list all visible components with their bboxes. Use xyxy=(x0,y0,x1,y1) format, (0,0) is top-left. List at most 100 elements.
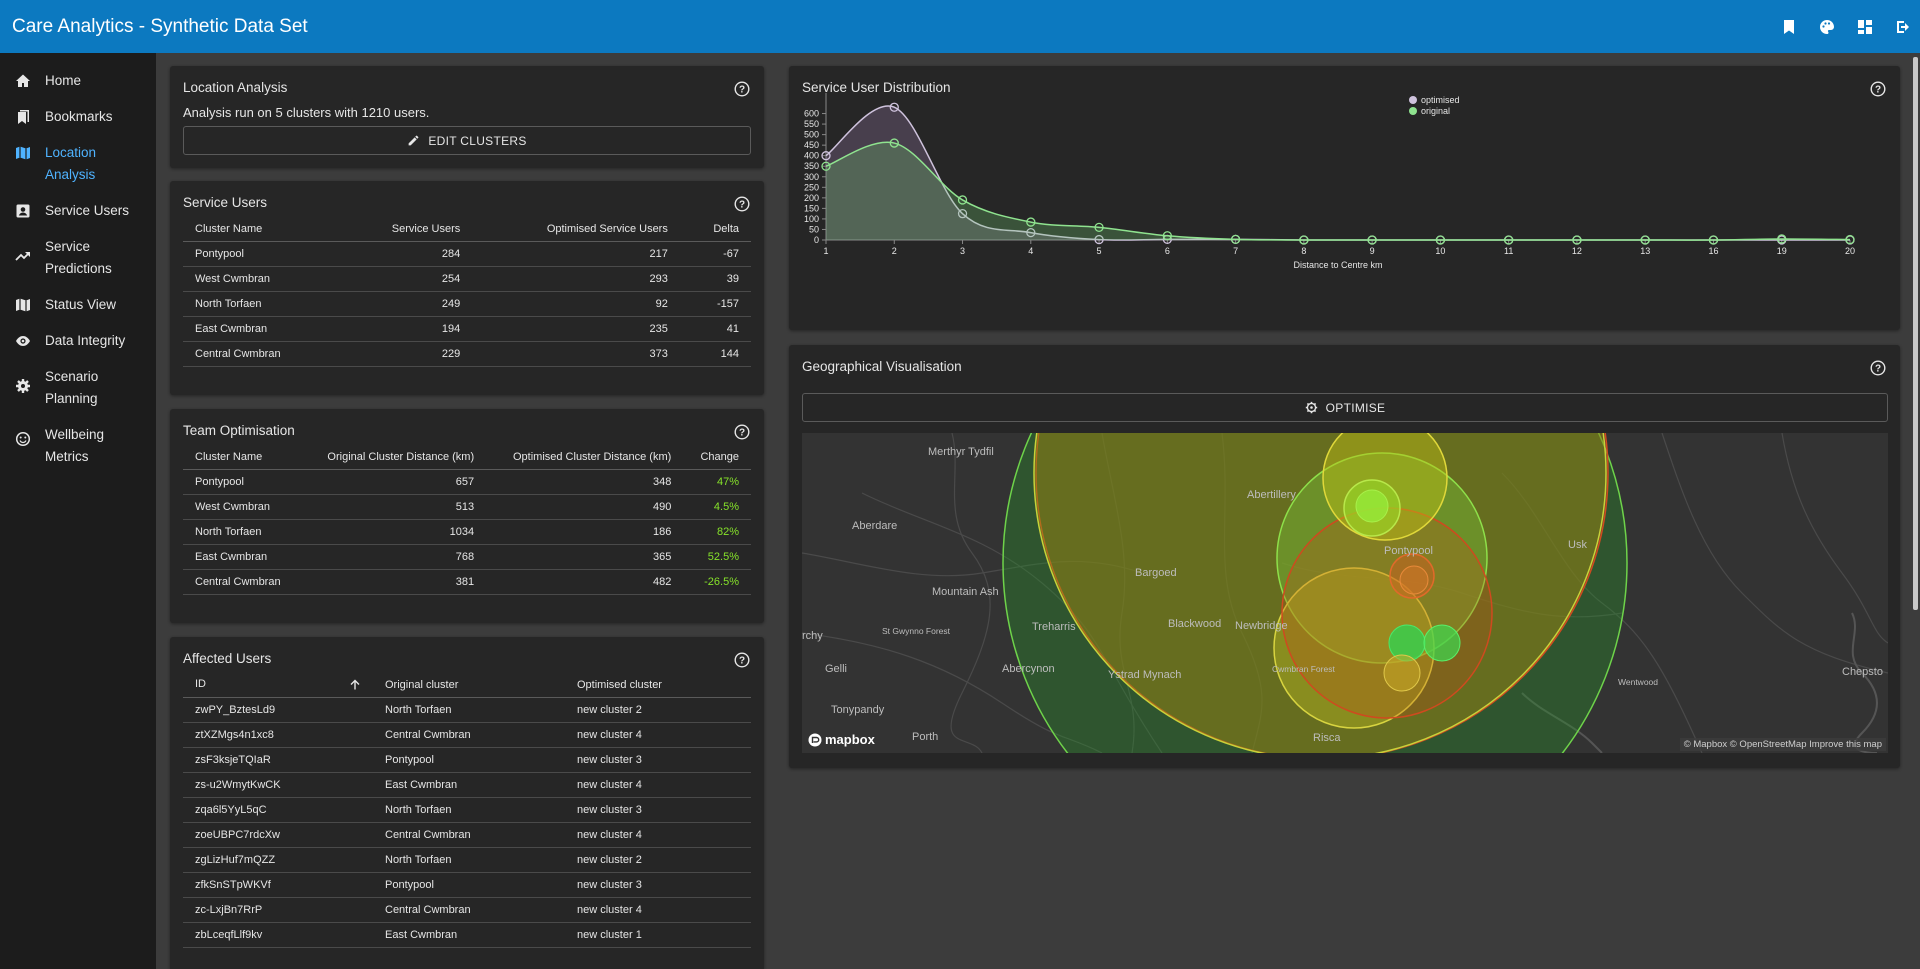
y-tick-label: 600 xyxy=(804,109,819,119)
arrow-up-icon[interactable] xyxy=(349,679,361,691)
column-header[interactable]: Optimised cluster xyxy=(565,673,751,698)
smiley-icon xyxy=(14,430,32,448)
cell: zoeUBPC7rdcXw xyxy=(183,822,373,848)
help-icon[interactable]: ? xyxy=(734,196,750,212)
analysis-summary: Analysis run on 5 clusters with 1210 use… xyxy=(183,105,430,120)
mapbox-logo[interactable]: mapbox xyxy=(808,732,875,747)
cell: 1034 xyxy=(301,519,487,545)
data-point-optimised xyxy=(957,209,968,219)
help-icon[interactable]: ? xyxy=(1870,360,1886,376)
column-header[interactable]: Cluster Name xyxy=(183,445,302,470)
sidebar-item-home[interactable]: Home xyxy=(0,63,156,99)
table-row: Pontypool 657 348 47% xyxy=(183,469,751,495)
sidebar-item-label: Data Integrity xyxy=(45,333,126,348)
sidebar-item-label: Home xyxy=(45,73,82,88)
column-header[interactable]: Optimised Service Users xyxy=(472,217,680,242)
card-title: Geographical Visualisation xyxy=(802,359,962,374)
cell: -157 xyxy=(679,291,751,317)
map[interactable]: Merthyr Tydfil Abertillery Aberdare Pont… xyxy=(802,433,1888,753)
help-icon[interactable]: ? xyxy=(734,81,750,97)
y-tick-label: 300 xyxy=(804,172,819,182)
sidebar-item-service-users[interactable]: Service Users xyxy=(0,193,156,229)
column-header[interactable]: Cluster Name xyxy=(183,217,340,242)
contact-icon xyxy=(14,202,32,220)
page-scrollbar[interactable] xyxy=(1911,53,1920,969)
cell: new cluster 2 xyxy=(565,697,751,723)
map-place-label: Porth xyxy=(912,731,939,743)
palette-icon[interactable] xyxy=(1818,18,1836,36)
map-place-label: rchy xyxy=(802,630,823,642)
y-tick-label: 200 xyxy=(804,193,819,203)
cell: zwPY_BztesLd9 xyxy=(183,697,373,723)
column-header[interactable]: Delta xyxy=(679,217,751,242)
x-tick-label: 7 xyxy=(1233,246,1238,256)
cell: East Cwmbran xyxy=(373,772,565,798)
help-icon[interactable]: ? xyxy=(734,424,750,440)
column-header-id[interactable]: ID xyxy=(183,673,373,698)
table-row: West Cwmbran 513 490 4.5% xyxy=(183,494,751,520)
data-point-original xyxy=(889,138,899,148)
column-header[interactable]: Change xyxy=(683,445,751,470)
card-title: Affected Users xyxy=(183,651,272,666)
map-place-label: Mountain Ash xyxy=(932,586,999,598)
x-axis-label: Distance to Centre km xyxy=(1293,260,1382,270)
column-header[interactable]: Original Cluster Distance (km) xyxy=(301,445,487,470)
sidebar-item-bookmarks[interactable]: Bookmarks xyxy=(0,99,156,135)
y-tick-label: 250 xyxy=(804,182,819,192)
cell: 217 xyxy=(472,241,680,267)
table-header-row: Cluster Name Original Cluster Distance (… xyxy=(183,445,751,470)
sidebar-item-status-view[interactable]: Status View xyxy=(0,287,156,323)
svg-text:?: ? xyxy=(739,85,745,96)
bookmark-icon[interactable] xyxy=(1780,18,1798,36)
sidebar-item-service-predictions[interactable]: Service Predictions xyxy=(0,229,156,287)
cell: 768 xyxy=(301,544,487,570)
sidebar-item-location-analysis[interactable]: Location Analysis xyxy=(0,135,156,193)
column-header[interactable]: Optimised Cluster Distance (km) xyxy=(486,445,684,470)
cell: 284 xyxy=(339,241,473,267)
map-place-label: Risca xyxy=(1313,732,1341,744)
y-tick-label: 0 xyxy=(814,235,819,245)
card-title: Team Optimisation xyxy=(183,423,295,438)
x-tick-label: 5 xyxy=(1097,246,1102,256)
cell: West Cwmbran xyxy=(183,266,340,292)
x-tick-label: 16 xyxy=(1708,246,1718,256)
optimise-label: OPTIMISE xyxy=(1325,400,1386,415)
sidebar-item-data-integrity[interactable]: Data Integrity xyxy=(0,323,156,359)
optimise-button[interactable]: OPTIMISE xyxy=(802,393,1888,422)
help-icon[interactable]: ? xyxy=(1870,81,1886,97)
help-icon[interactable]: ? xyxy=(734,652,750,668)
table-row: zoeUBPC7rdcXw Central Cwmbran new cluster … xyxy=(183,822,751,848)
cell: 235 xyxy=(472,316,680,342)
sidebar-item-wellbeing-metrics[interactable]: Wellbeing Metrics xyxy=(0,417,156,475)
logout-icon[interactable] xyxy=(1894,18,1912,36)
scrollbar-thumb[interactable] xyxy=(1913,57,1918,610)
cell: Pontypool xyxy=(183,469,302,495)
table-row: ztXZMgs4n1xc8 Central Cwmbran new cluster … xyxy=(183,722,751,748)
cell: zfkSnSTpWKVf xyxy=(183,872,373,898)
map-place-label: Chepsto xyxy=(1842,666,1883,678)
map-place-label: Merthyr Tydfil xyxy=(928,446,994,458)
cell: new cluster 1 xyxy=(565,922,751,948)
edit-clusters-button[interactable]: EDIT CLUSTERS xyxy=(183,126,751,155)
service-users-table: Cluster Name Service Users Optimised Ser… xyxy=(183,217,751,367)
map-attribution[interactable]: © Mapbox © OpenStreetMap Improve this ma… xyxy=(1679,738,1886,751)
data-point-original xyxy=(1708,235,1719,245)
data-point-optimised xyxy=(1026,227,1036,238)
data-point-original xyxy=(1230,234,1241,245)
cell: zqa6l5YyL5qC xyxy=(183,797,373,823)
dashboard-icon[interactable] xyxy=(1856,18,1874,36)
data-point-original xyxy=(1162,231,1172,241)
x-tick-label: 8 xyxy=(1301,246,1306,256)
sidebar-item-scenario-planning[interactable]: Scenario Planning xyxy=(0,359,156,417)
table-header-row: Cluster Name Service Users Optimised Ser… xyxy=(183,217,751,242)
column-header[interactable]: Original cluster xyxy=(373,673,565,698)
cell: Central Cwmbran xyxy=(373,897,565,923)
affected-users-table: ID Original cluster Optimised cluster zw… xyxy=(183,673,751,948)
mapbox-logo-icon xyxy=(808,733,822,746)
x-tick-label: 11 xyxy=(1504,246,1513,256)
cell: zc-LxjBn7RrP xyxy=(183,897,373,923)
cell: 657 xyxy=(301,469,487,495)
column-header[interactable]: Service Users xyxy=(339,217,473,242)
cell: North Torfaen xyxy=(373,797,565,823)
cell: 365 xyxy=(486,544,684,570)
